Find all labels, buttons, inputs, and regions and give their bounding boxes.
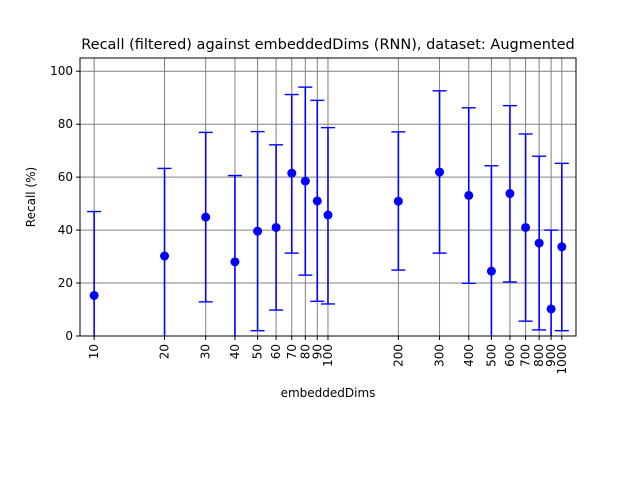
x-tick-label: 700 <box>519 344 533 367</box>
data-point <box>521 222 531 232</box>
data-point <box>300 176 310 186</box>
y-tick-label: 0 <box>65 329 73 343</box>
x-tick-label: 800 <box>532 344 546 367</box>
y-tick-label: 40 <box>58 223 73 237</box>
x-tick-label: 600 <box>503 344 517 367</box>
x-tick-label: 10 <box>87 344 101 359</box>
x-tick-label: 1000 <box>555 344 569 375</box>
y-axis: 0 20 40 60 80 100 <box>50 64 80 343</box>
data-point <box>546 304 556 314</box>
x-tick-label: 400 <box>462 344 476 367</box>
x-tick-label: 200 <box>391 344 405 367</box>
x-tick-label: 900 <box>544 344 558 367</box>
y-tick-label: 80 <box>58 117 73 131</box>
x-tick-label: 300 <box>433 344 447 367</box>
data-point <box>271 222 281 232</box>
x-tick-label: 20 <box>158 344 172 359</box>
data-point <box>230 257 240 267</box>
data-point <box>287 168 297 178</box>
data-point <box>464 190 474 200</box>
chart-title: Recall (filtered) against embeddedDims (… <box>81 37 575 53</box>
data-point <box>393 196 403 206</box>
data-point <box>253 226 263 236</box>
data-point <box>435 167 445 177</box>
y-tick-label: 100 <box>50 64 73 78</box>
x-tick-label: 40 <box>228 344 242 359</box>
x-tick-label: 500 <box>484 344 498 367</box>
y-axis-label: Recall (%) <box>24 167 38 227</box>
x-tick-label: 50 <box>251 344 265 359</box>
x-tick-label: 100 <box>321 344 335 367</box>
data-point <box>160 251 170 261</box>
data-point <box>557 242 567 252</box>
data-point <box>323 210 333 220</box>
x-tick-label: 80 <box>298 344 312 359</box>
y-tick-label: 20 <box>58 276 73 290</box>
x-tick-label: 90 <box>310 344 324 359</box>
x-tick-label: 60 <box>269 344 283 359</box>
data-point <box>505 189 515 199</box>
x-axis-label: embeddedDims <box>281 386 376 400</box>
data-point <box>89 290 99 300</box>
data-point <box>201 212 211 222</box>
data-point <box>486 266 496 276</box>
y-tick-label: 60 <box>58 170 73 184</box>
x-tick-label: 30 <box>199 344 213 359</box>
data-point <box>312 196 322 206</box>
x-tick-label: 70 <box>285 344 299 359</box>
data-point <box>534 238 544 248</box>
series-layer <box>87 86 569 336</box>
